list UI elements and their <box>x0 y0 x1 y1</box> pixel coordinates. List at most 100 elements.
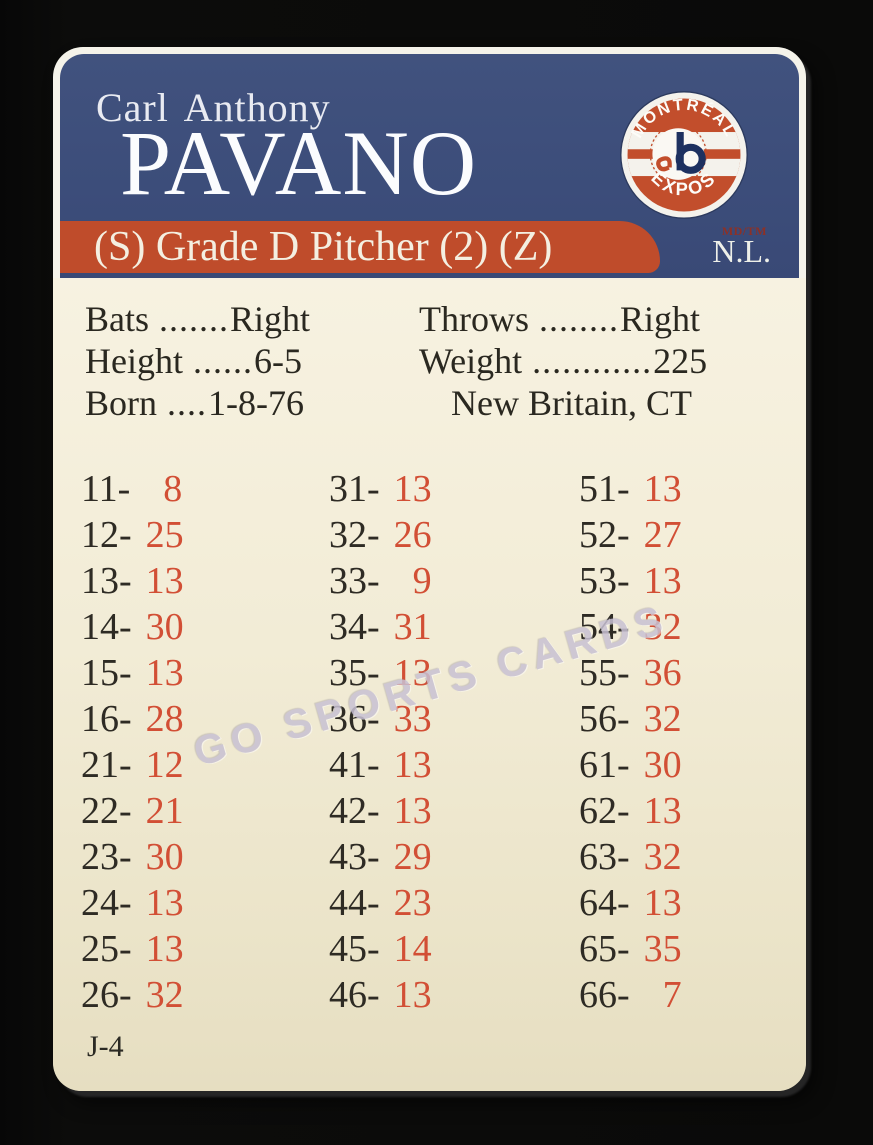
bio-line-bats: Bats .......Right <box>85 298 310 340</box>
dice-row: 26- 32 <box>81 972 184 1018</box>
bio-line-born: Born ....1-8-76 <box>85 382 310 424</box>
bio-label: Bats <box>85 299 150 339</box>
dice-row: 11- 8 <box>81 466 184 512</box>
dice-row: 21- 12 <box>81 742 184 788</box>
bio-label: Born <box>85 383 157 423</box>
dice-row: 22- 21 <box>81 788 184 834</box>
dice-result: 13 <box>145 652 184 694</box>
dice-result: 7 <box>662 974 682 1016</box>
dice-row: 23- 30 <box>81 834 184 880</box>
dice-roll: 36- <box>329 698 380 740</box>
dice-roll: 33- <box>329 560 380 602</box>
dice-row: 15- 13 <box>81 650 184 696</box>
dice-roll: 16- <box>81 698 132 740</box>
dice-roll: 64- <box>579 882 630 924</box>
dice-roll: 15- <box>81 652 132 694</box>
dice-roll: 14- <box>81 606 132 648</box>
dice-roll: 53- <box>579 560 630 602</box>
dice-result: 35 <box>643 928 682 970</box>
bio-value: 6-5 <box>253 341 302 381</box>
dice-result: 31 <box>393 606 432 648</box>
dice-result: 28 <box>145 698 184 740</box>
dice-row: 56- 32 <box>579 696 682 742</box>
elb-glyph-icon <box>656 132 706 174</box>
grade-banner: (S) Grade D Pitcher (2) (Z) <box>60 221 660 273</box>
bio-label: Weight <box>419 341 523 381</box>
dice-result: 30 <box>145 606 184 648</box>
dice-result: 25 <box>145 514 184 556</box>
bio-value: Right <box>230 299 311 339</box>
dice-column-2: 31- 13 32- 26 33- 9 34- 31 35- 13 36- 33 41- 13 42- 13 4… <box>329 466 432 1018</box>
bio-dots: ........ <box>539 299 619 339</box>
dice-column-3: 51- 13 52- 27 53- 13 54- 32 55- 36 56- 32 61- 30 62- 13… <box>579 466 682 1018</box>
dice-row: 16- 28 <box>81 696 184 742</box>
dice-roll: 24- <box>81 882 132 924</box>
league-label: N.L. <box>712 233 771 269</box>
card-body: Bats .......Right Height ......6-5 Born … <box>53 278 806 1091</box>
dice-roll: 35- <box>329 652 380 694</box>
dice-roll: 32- <box>329 514 380 556</box>
dice-roll: 62- <box>579 790 630 832</box>
dice-row: 31- 13 <box>329 466 432 512</box>
dice-row: 43- 29 <box>329 834 432 880</box>
dice-roll: 12- <box>81 514 132 556</box>
dice-roll: 42- <box>329 790 380 832</box>
bio-value: 1-8-76 <box>208 383 304 423</box>
dice-result: 13 <box>393 468 432 510</box>
bio-value: Right <box>620 299 701 339</box>
dice-row: 14- 30 <box>81 604 184 650</box>
dice-result: 13 <box>393 974 432 1016</box>
dice-result: 36 <box>643 652 682 694</box>
dice-result: 8 <box>163 468 183 510</box>
dice-row: 66- 7 <box>579 972 682 1018</box>
dice-row: 54- 32 <box>579 604 682 650</box>
bio-line-throws: Throws ........Right <box>419 298 707 340</box>
trademark-text: MD/TM <box>721 224 767 238</box>
dice-roll: 52- <box>579 514 630 556</box>
dice-roll: 26- <box>81 974 132 1016</box>
dice-result: 12 <box>145 744 184 786</box>
player-surname: PAVANO <box>120 112 478 214</box>
dice-row: 34- 31 <box>329 604 432 650</box>
dice-row: 42- 13 <box>329 788 432 834</box>
dice-row: 46- 13 <box>329 972 432 1018</box>
dice-column-1: 11- 8 12- 25 13- 13 14- 30 15- 13 16- 28 21- 12 22- 21 2… <box>81 466 184 1018</box>
dice-result: 33 <box>393 698 432 740</box>
dice-roll: 34- <box>329 606 380 648</box>
dice-result: 13 <box>145 928 184 970</box>
dice-result: 32 <box>643 698 682 740</box>
bio-line-weight: Weight ............225 <box>419 340 707 382</box>
dice-roll: 55- <box>579 652 630 694</box>
grade-banner-label: (S) Grade D Pitcher (2) (Z) <box>94 224 553 270</box>
dice-roll: 43- <box>329 836 380 878</box>
dice-row: 61- 30 <box>579 742 682 788</box>
dice-result: 30 <box>145 836 184 878</box>
dice-roll: 61- <box>579 744 630 786</box>
dice-result: 13 <box>393 744 432 786</box>
card-code: J-4 <box>87 1030 124 1063</box>
dice-row: 51- 13 <box>579 466 682 512</box>
dice-roll: 21- <box>81 744 132 786</box>
dice-result: 13 <box>145 560 184 602</box>
bio-dots: ............ <box>532 341 653 381</box>
dice-row: 62- 13 <box>579 788 682 834</box>
dice-result: 13 <box>643 560 682 602</box>
dice-result: 9 <box>412 560 432 602</box>
dice-roll: 44- <box>329 882 380 924</box>
player-first-names: Carl Anthony <box>96 85 331 130</box>
dice-roll: 13- <box>81 560 132 602</box>
dice-roll: 54- <box>579 606 630 648</box>
dice-row: 44- 23 <box>329 880 432 926</box>
bio-dots: ....... <box>159 299 230 339</box>
dice-row: 63- 32 <box>579 834 682 880</box>
dice-row: 32- 26 <box>329 512 432 558</box>
dice-roll: 56- <box>579 698 630 740</box>
game-card: Carl Anthony PAVANO <box>53 47 806 1091</box>
dice-row: 24- 13 <box>81 880 184 926</box>
dice-result: 13 <box>643 468 682 510</box>
dice-roll: 41- <box>329 744 380 786</box>
dice-result: 13 <box>643 790 682 832</box>
dice-row: 41- 13 <box>329 742 432 788</box>
dice-roll: 25- <box>81 928 132 970</box>
